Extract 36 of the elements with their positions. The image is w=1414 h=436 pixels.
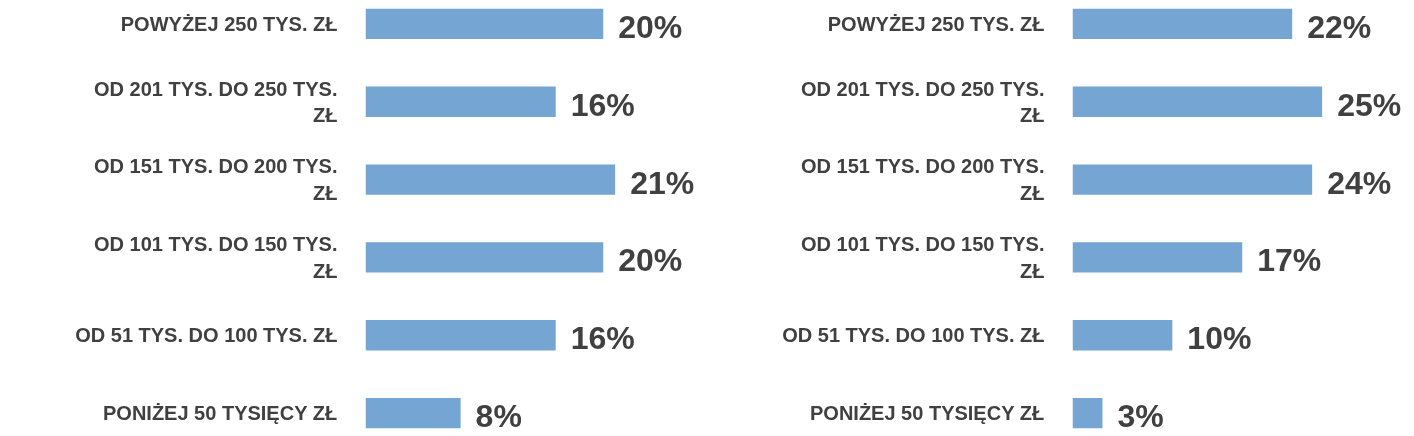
data-label: 24% — [1327, 164, 1392, 201]
bar — [365, 164, 616, 195]
bar — [365, 320, 556, 351]
bar — [1072, 164, 1313, 195]
y-tick-label: POWYŻEJ 250 TYS. ZŁ — [120, 12, 338, 35]
y-tick-label: OD 51 TYS. DO 100 TYS. ZŁ — [75, 324, 338, 347]
bar — [365, 242, 604, 273]
y-tick-label: PONIŻEJ 50 TYSIĘCY ZŁ — [103, 402, 338, 425]
bar — [1072, 242, 1243, 273]
data-label: 20% — [618, 242, 683, 279]
data-label: 22% — [1307, 8, 1372, 45]
data-label: 17% — [1257, 242, 1322, 279]
y-tick-label: OD 151 TYS. DO 200 TYS. ZŁ — [801, 155, 1045, 204]
bar — [365, 8, 604, 40]
bar — [1072, 8, 1293, 40]
y-tick-label: PONIŻEJ 50 TYSIĘCY ZŁ — [810, 402, 1045, 425]
y-tick-label: OD 201 TYS. DO 250 TYS. ZŁ — [801, 77, 1045, 126]
data-label: 3% — [1117, 398, 1164, 435]
data-label: 25% — [1337, 86, 1402, 123]
bar — [365, 397, 461, 429]
bar — [365, 86, 556, 117]
data-label: 20% — [618, 8, 683, 45]
data-label: 16% — [570, 320, 635, 357]
data-label: 16% — [570, 86, 635, 123]
bar — [1072, 397, 1103, 429]
y-tick-label: OD 201 TYS. DO 250 TYS. ZŁ — [94, 77, 338, 126]
bar — [1072, 86, 1323, 117]
bar — [1072, 320, 1173, 351]
y-tick-label: OD 101 TYS. DO 150 TYS. ZŁ — [94, 233, 338, 282]
y-tick-label: OD 101 TYS. DO 150 TYS. ZŁ — [801, 233, 1045, 282]
y-tick-label: OD 151 TYS. DO 200 TYS. ZŁ — [94, 155, 338, 204]
data-label: 10% — [1187, 320, 1252, 357]
data-label: 21% — [630, 164, 695, 201]
data-label: 8% — [475, 398, 522, 435]
y-tick-label: POWYŻEJ 250 TYS. ZŁ — [827, 12, 1045, 35]
y-tick-label: OD 51 TYS. DO 100 TYS. ZŁ — [782, 324, 1045, 347]
